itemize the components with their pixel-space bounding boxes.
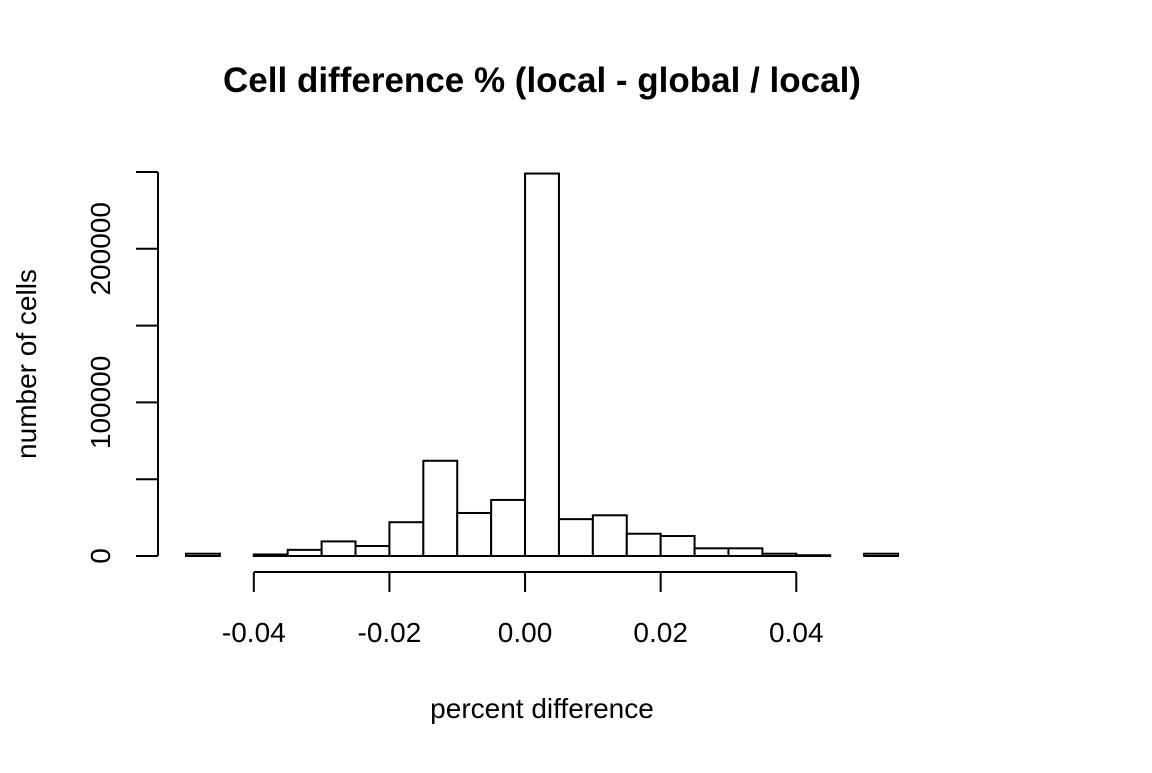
x-tick-label: -0.02 <box>358 617 422 648</box>
histogram-bar <box>795 554 832 557</box>
y-axis: 0 100000 200000 <box>85 171 159 564</box>
histogram-bar <box>422 459 459 558</box>
x-tick-label: -0.04 <box>222 617 286 648</box>
histogram-bar <box>456 511 493 558</box>
x-axis: -0.04 -0.02 0.00 0.02 0.04 <box>222 571 824 648</box>
histogram-bar <box>286 548 323 558</box>
histogram-bar <box>252 553 289 557</box>
histogram-bar <box>320 540 357 558</box>
histogram-bar <box>557 518 594 557</box>
x-tick-label: 0.00 <box>498 617 553 648</box>
histogram-bar <box>693 547 730 558</box>
y-tick-label: 100000 <box>85 356 116 449</box>
histogram-bar <box>591 514 628 558</box>
bars-group <box>185 172 899 558</box>
x-axis-title: percent difference <box>430 693 654 724</box>
histogram-bar <box>727 547 764 558</box>
chart-title: Cell difference % (local - global / loca… <box>223 61 861 100</box>
histogram-bar <box>388 521 425 558</box>
histogram-bar <box>761 552 798 557</box>
histogram-bar <box>354 545 391 557</box>
histogram-bar <box>185 552 221 557</box>
x-tick-label: 0.04 <box>769 617 824 648</box>
histogram-bar <box>625 532 662 558</box>
y-tick-label: 0 <box>85 548 116 564</box>
histogram-bar <box>524 172 560 557</box>
y-tick-label: 200000 <box>85 202 116 295</box>
histogram-bar <box>659 535 696 557</box>
histogram-bar <box>490 498 527 558</box>
y-axis-title: number of cells <box>11 269 42 459</box>
x-tick-label: 0.02 <box>633 617 688 648</box>
histogram-bar <box>863 552 899 557</box>
